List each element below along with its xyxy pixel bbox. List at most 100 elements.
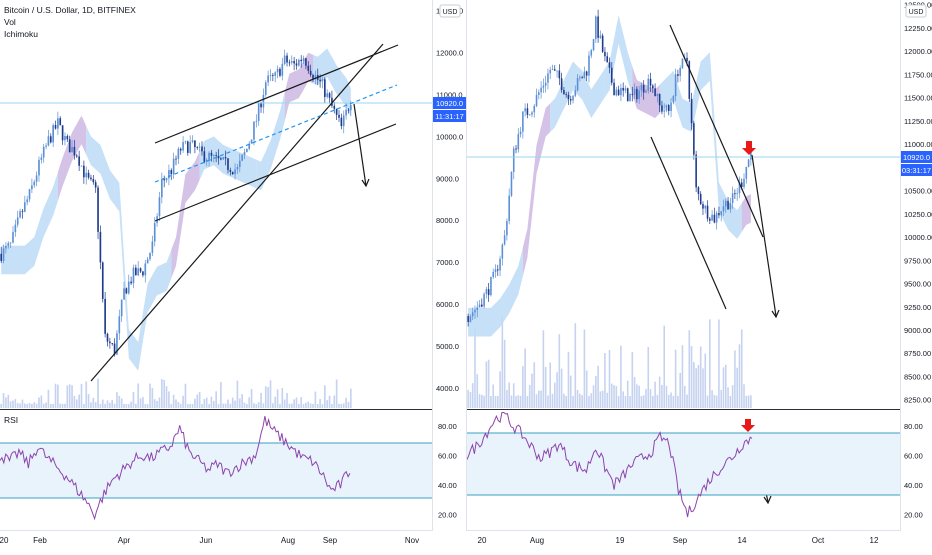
cloud-segment bbox=[1, 241, 30, 275]
volume-bar bbox=[227, 399, 229, 408]
candle-body bbox=[137, 268, 140, 276]
volume-bar bbox=[654, 381, 656, 408]
volume-bar bbox=[16, 403, 19, 408]
candle-body bbox=[135, 267, 137, 276]
candle-body bbox=[724, 200, 727, 207]
volume-bar bbox=[146, 404, 149, 408]
candle-body bbox=[42, 146, 45, 158]
volume-bar bbox=[314, 391, 317, 408]
candle-body bbox=[85, 172, 88, 178]
volume-bar bbox=[340, 404, 343, 408]
candle-body bbox=[572, 95, 574, 101]
left-channel-mid[interactable] bbox=[154, 84, 398, 183]
price-tick-label: 9500.00 bbox=[904, 280, 931, 289]
rsi-label[interactable]: RSI bbox=[4, 415, 18, 425]
candle-body bbox=[506, 220, 508, 236]
candle-body bbox=[208, 152, 210, 160]
right-price-axis[interactable] bbox=[901, 0, 932, 550]
candle-body bbox=[331, 97, 333, 106]
candle-body bbox=[38, 159, 40, 176]
cloud-segment bbox=[659, 70, 687, 130]
volume-bar bbox=[302, 404, 305, 408]
candle-body bbox=[592, 39, 595, 51]
volume-bar bbox=[565, 395, 567, 408]
volume-bar bbox=[9, 401, 12, 408]
indicator-ichimoku-label[interactable]: Ichimoku bbox=[4, 29, 38, 39]
left-channel-bottom[interactable] bbox=[154, 123, 397, 222]
right-projection-line[interactable] bbox=[751, 154, 777, 317]
volume-bar bbox=[186, 404, 189, 408]
volume-bar bbox=[5, 397, 7, 408]
candle-body bbox=[229, 170, 232, 172]
volume-bar bbox=[109, 402, 111, 408]
volume-bar bbox=[747, 395, 750, 408]
candle-body bbox=[617, 89, 620, 96]
volume-bar bbox=[519, 395, 522, 408]
candle-body bbox=[16, 217, 19, 225]
candle-body bbox=[215, 155, 217, 156]
candle-body bbox=[499, 258, 501, 271]
cloud-segment bbox=[468, 303, 496, 337]
cloud-segment bbox=[57, 115, 87, 201]
volume-bar bbox=[319, 399, 321, 408]
candle-body bbox=[503, 235, 506, 245]
candle-body bbox=[549, 69, 552, 74]
candle-body bbox=[736, 193, 738, 194]
left-projection-line[interactable] bbox=[353, 103, 367, 187]
candle-body bbox=[613, 82, 615, 96]
volume-bar bbox=[45, 402, 47, 408]
volume-bar bbox=[246, 404, 248, 408]
candle-body bbox=[40, 157, 43, 160]
candle-body bbox=[302, 58, 305, 62]
volume-bar bbox=[80, 383, 83, 408]
candle-body bbox=[535, 95, 538, 106]
volume-bar bbox=[49, 404, 52, 408]
candle-body bbox=[26, 199, 28, 203]
volume-bar bbox=[661, 384, 663, 408]
left-support-trendline[interactable] bbox=[90, 43, 384, 382]
volume-bar bbox=[335, 379, 338, 408]
rsi-tick-label: 60.00 bbox=[904, 451, 923, 460]
candle-body bbox=[59, 118, 62, 126]
candle-body bbox=[496, 269, 499, 271]
right-channel-lower[interactable] bbox=[650, 136, 727, 310]
time-tick-label: 19 bbox=[616, 536, 625, 545]
left-trend-drawings[interactable] bbox=[90, 43, 399, 382]
volume-bar bbox=[592, 385, 595, 408]
price-tick-label: 11750.00 bbox=[904, 70, 932, 79]
left-ichimoku-cloud bbox=[1, 48, 351, 371]
right-channel-upper[interactable] bbox=[669, 24, 764, 238]
volume-bar bbox=[87, 394, 90, 408]
candle-body bbox=[715, 212, 718, 223]
left-projection-arrowhead bbox=[361, 178, 370, 188]
volume-bar bbox=[750, 395, 752, 408]
candle-body bbox=[5, 245, 7, 249]
volume-bar bbox=[142, 397, 144, 408]
volume-bar bbox=[734, 350, 736, 408]
left-currency-badge[interactable] bbox=[439, 4, 461, 18]
volume-bar bbox=[28, 403, 31, 408]
volume-bar bbox=[731, 385, 734, 408]
indicator-vol-label[interactable]: Vol bbox=[4, 17, 16, 27]
candle-body bbox=[109, 341, 111, 344]
candle-body bbox=[665, 104, 668, 111]
candle-body bbox=[168, 170, 170, 179]
volume-bar bbox=[92, 397, 95, 408]
left-price-axis[interactable] bbox=[433, 0, 466, 550]
volume-bar bbox=[574, 323, 577, 408]
left-rsi-line bbox=[0, 416, 351, 521]
volume-bar bbox=[182, 395, 184, 408]
right-time-ticks: 20 Aug 19 Sep 14 Oct 12 bbox=[478, 536, 879, 545]
candle-body bbox=[711, 214, 713, 221]
left-channel-top[interactable] bbox=[154, 44, 399, 144]
candle-body bbox=[345, 109, 347, 116]
volume-bar bbox=[120, 398, 123, 408]
candle-body bbox=[83, 165, 85, 178]
time-tick-label: Sep bbox=[323, 536, 338, 545]
volume-bar bbox=[338, 403, 340, 408]
right-currency-badge[interactable] bbox=[905, 4, 927, 18]
volume-bar bbox=[672, 395, 675, 408]
volume-bar bbox=[517, 395, 520, 408]
volume-bar bbox=[349, 388, 352, 408]
